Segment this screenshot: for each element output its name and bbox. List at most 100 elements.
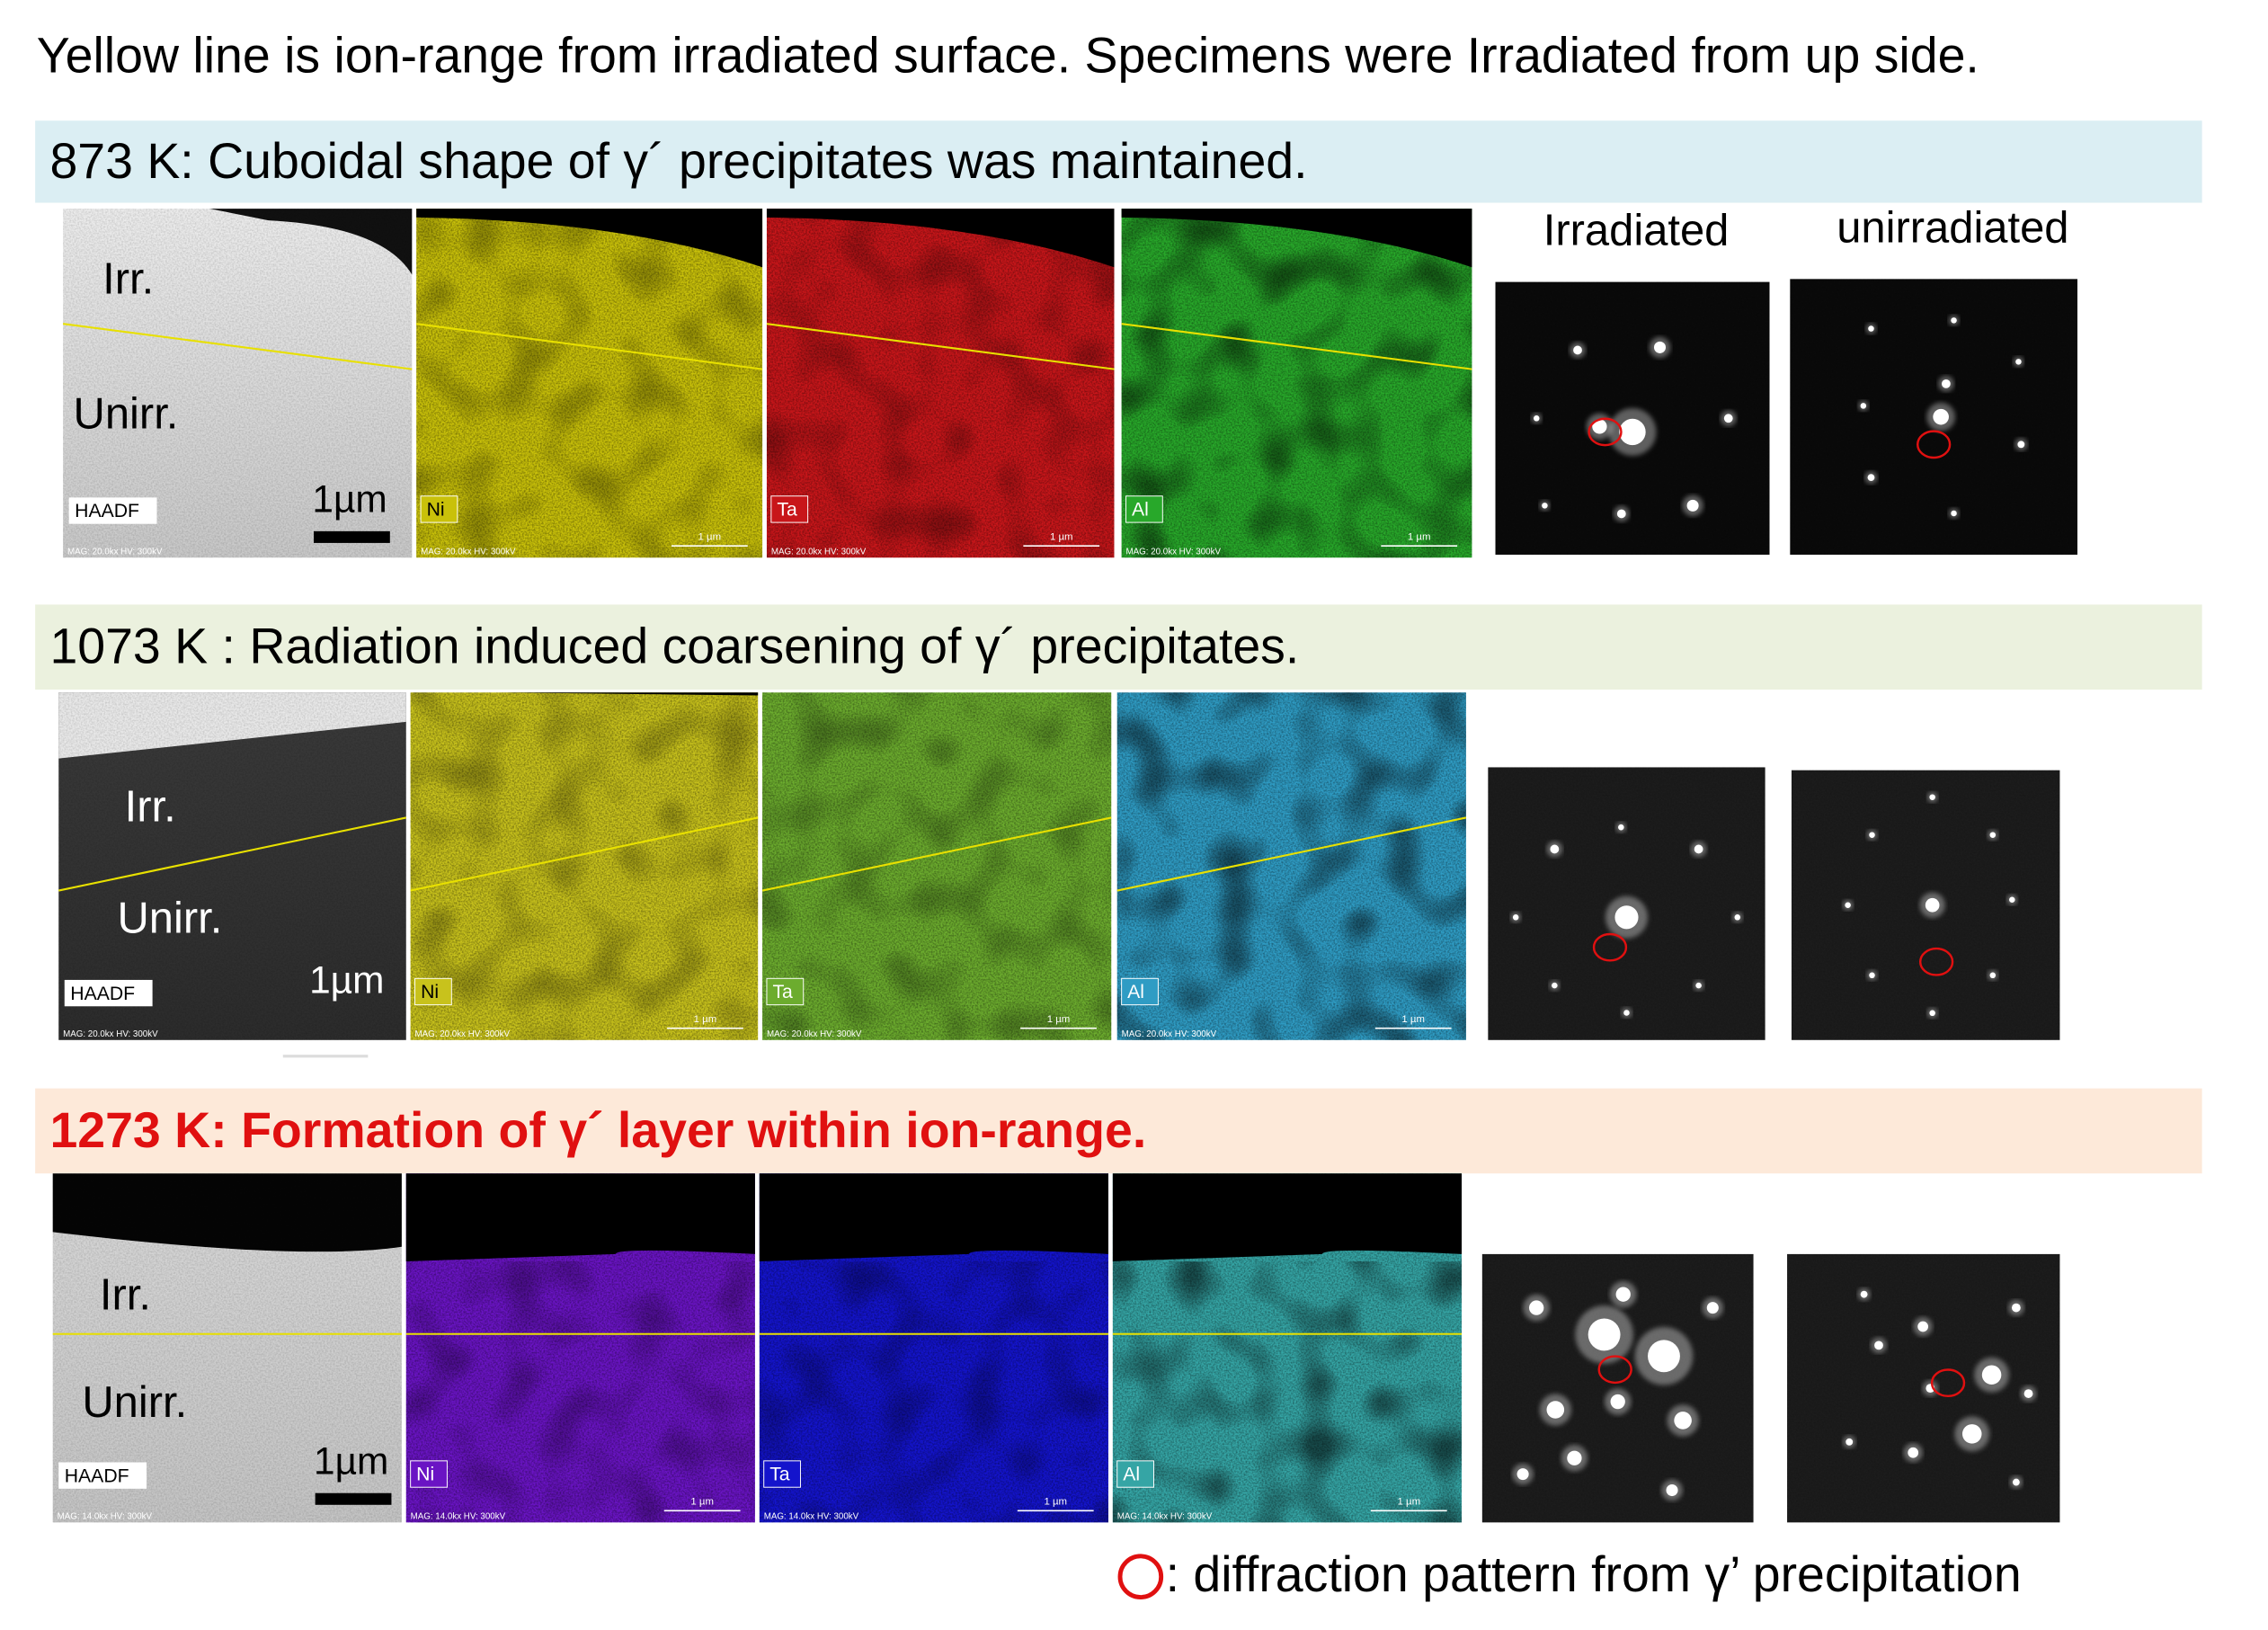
precipitate-marker (1918, 947, 1954, 976)
section-title: 873 K: Cuboidal shape of γ´ precipitates… (49, 133, 1307, 189)
spot (1567, 1450, 1582, 1465)
channel-label: Ta (769, 1465, 790, 1485)
texture (759, 1173, 1108, 1523)
mag-text: MAG: 20.0kx HV: 300kV (771, 547, 867, 557)
mag-text: MAG: 20.0kx HV: 300kV (63, 1029, 158, 1039)
spot (1614, 905, 1639, 930)
channel-box (770, 495, 809, 523)
column-label: Irradiated (1543, 207, 1730, 255)
ion-range-line (62, 323, 413, 370)
map-scale-label: 1 µm (1408, 531, 1431, 542)
texture (762, 692, 1112, 1040)
spot (1942, 379, 1951, 388)
channel-box (766, 977, 805, 1006)
map-scale-label: 1 µm (1044, 1497, 1067, 1508)
eds-map (1116, 692, 1466, 1040)
eds-map (416, 209, 763, 558)
spot (1917, 1321, 1929, 1332)
spot (1933, 408, 1949, 425)
irr-label: Irr. (102, 255, 154, 304)
map-scale-label: 1 µm (698, 531, 722, 542)
scale-label: 1µm (309, 958, 384, 1001)
texture (416, 209, 763, 558)
ion-range-line (410, 816, 759, 892)
spot (1529, 1300, 1544, 1315)
texture (405, 1173, 755, 1523)
mag-text: MAG: 20.0kx HV: 300kV (421, 547, 516, 557)
spot (1981, 1365, 2002, 1385)
detector-box (68, 497, 157, 524)
channel-box (1116, 1460, 1155, 1488)
spot (1674, 1412, 1692, 1430)
eds-map (766, 209, 1115, 558)
spot (1694, 844, 1703, 854)
spot (1623, 1010, 1630, 1016)
spot (1706, 1302, 1719, 1314)
spot (1550, 844, 1560, 854)
spot (1516, 1468, 1529, 1481)
detector-label: HAADF (75, 501, 139, 521)
spot (1929, 794, 1935, 800)
spot (1542, 503, 1548, 509)
spot (1867, 474, 1875, 482)
spot (1615, 1287, 1631, 1302)
spot (1869, 972, 1875, 979)
channel-box (1121, 977, 1159, 1006)
spot (2012, 1478, 2020, 1486)
ion-range-line (58, 816, 406, 892)
spot (1653, 341, 1667, 353)
legend-text: : diffraction pattern from γ’ precipitat… (1166, 1546, 2022, 1602)
scale-label: 1µm (312, 477, 387, 520)
eds-map (762, 692, 1112, 1040)
spot (1512, 914, 1519, 921)
spot (2011, 1303, 2021, 1313)
channel-label: Al (1132, 500, 1149, 521)
ion-range-line (761, 816, 1112, 892)
scale-bar (314, 530, 390, 543)
channel-label: Ni (416, 1465, 434, 1485)
section-title: 1273 K: Formation of γ´ layer within ion… (49, 1102, 1146, 1158)
spot (2017, 441, 2025, 449)
spot (1860, 1290, 1868, 1298)
detector-label: HAADF (70, 984, 135, 1004)
spot (1961, 1424, 1982, 1444)
precipitate-marker (1588, 417, 1623, 447)
mag-text: MAG: 14.0kx HV: 300kV (58, 1511, 153, 1521)
channel-label: Ta (772, 982, 793, 1002)
mag-text: MAG: 20.0kx HV: 300kV (67, 547, 163, 557)
spot (1868, 325, 1874, 332)
unirr-label: Unirr. (82, 1378, 187, 1427)
texture (1112, 1173, 1463, 1523)
map-scale-label: 1 µm (694, 1014, 717, 1025)
spot (1695, 982, 1702, 989)
precipitate-marker (1916, 430, 1952, 459)
legend-marker (1117, 1554, 1164, 1599)
spot (1989, 972, 1997, 979)
precipitate-marker (1592, 932, 1628, 962)
spot (1925, 897, 1940, 913)
spot (1874, 1341, 1883, 1350)
spot (1686, 499, 1699, 512)
spot (1846, 1438, 1854, 1446)
mag-text: MAG: 14.0kx HV: 300kV (1117, 1511, 1213, 1521)
section-band (35, 120, 2202, 203)
spot (1845, 902, 1851, 909)
ion-range-line (1121, 323, 1472, 370)
spot (1534, 415, 1540, 422)
column-label: unirradiated (1837, 203, 2068, 252)
spot (1616, 509, 1626, 519)
spot (1610, 1394, 1625, 1410)
unirr-label: Unirr. (117, 895, 222, 943)
channel-box (420, 495, 458, 523)
eds-map (1112, 1173, 1463, 1523)
spot (1908, 1447, 1919, 1458)
precipitate-marker (1597, 1355, 1632, 1385)
texture (766, 209, 1115, 558)
section-band (35, 1088, 2202, 1174)
section-title: 1073 K : Radiation induced coarsening of… (49, 619, 1299, 674)
caption: Yellow line is ion-range from irradiated… (37, 27, 1979, 83)
detector-box (64, 979, 153, 1007)
channel-label: Al (1123, 1465, 1140, 1485)
mag-text: MAG: 20.0kx HV: 300kV (767, 1029, 862, 1039)
